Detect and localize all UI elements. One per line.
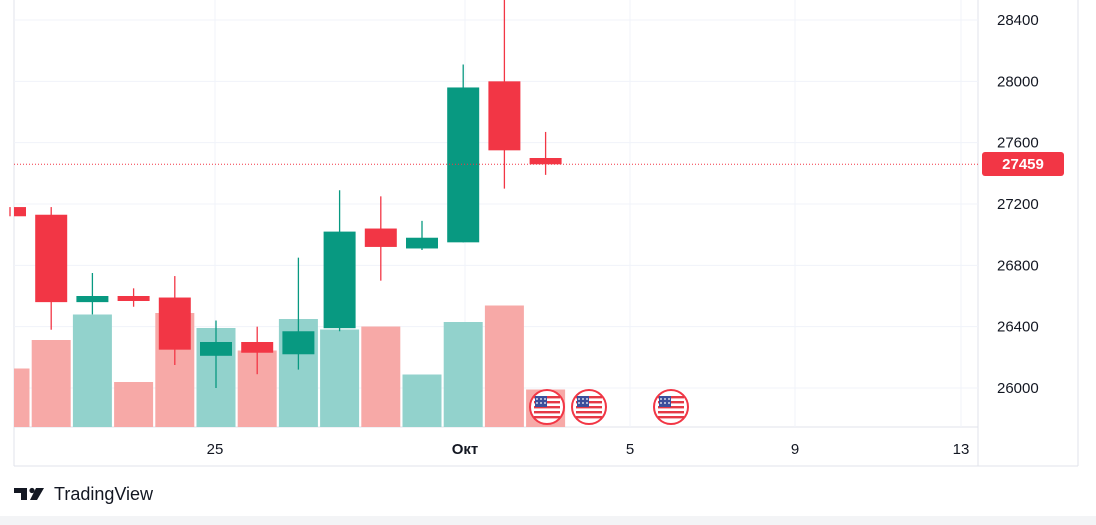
flag-stripe [658, 416, 684, 419]
candle [76, 273, 109, 315]
candle-body [406, 237, 438, 249]
flag-star [578, 402, 580, 404]
flag-stripe [576, 411, 602, 414]
flag-stripe [534, 416, 560, 419]
tradingview-logo[interactable]: TradingView [14, 482, 153, 506]
flag-stripe [576, 416, 602, 419]
tradingview-logo-text: TradingView [54, 483, 154, 504]
flag-star [582, 398, 584, 400]
flag-canton [577, 396, 589, 407]
flag-star [536, 398, 538, 400]
candle [241, 326, 274, 375]
flag-star [544, 398, 546, 400]
time-tick-label: 5 [626, 441, 634, 458]
candle [406, 220, 438, 250]
volume-bar [320, 329, 360, 427]
flag-star [664, 398, 666, 400]
candle-body [282, 331, 315, 355]
volume-bar [31, 340, 71, 427]
volume-bar [72, 314, 112, 427]
time-tick-label: 25 [207, 441, 224, 458]
candles [9, 0, 562, 388]
candle [488, 0, 521, 189]
price-tick-label: 28000 [997, 73, 1039, 90]
price-tick-label: 26800 [997, 257, 1039, 274]
flag-star [578, 398, 580, 400]
last-price-value: 27459 [1002, 156, 1044, 173]
volume-bars [14, 305, 566, 427]
flag-stripe [576, 406, 602, 409]
candle [35, 207, 68, 330]
volume-bar [402, 374, 442, 427]
candle [282, 257, 315, 370]
price-tick-label: 27200 [997, 196, 1039, 213]
volume-bar [361, 326, 401, 427]
candle [529, 131, 562, 175]
time-tick-label: Окт [452, 441, 479, 458]
flag-stripe [534, 411, 560, 414]
flag-star [536, 402, 538, 404]
flag-canton [659, 396, 671, 407]
flag-stripe [658, 411, 684, 414]
flag-star [540, 402, 542, 404]
flag-star [668, 402, 670, 404]
candle-body [117, 296, 150, 301]
flag-star [660, 398, 662, 400]
candle-body [529, 158, 562, 165]
us-flag-icon[interactable] [653, 389, 689, 425]
last-price-label: 27459 [982, 152, 1064, 176]
price-axis[interactable]: 26000 26400 26800 27200 27600 28000 28400 [997, 12, 1039, 397]
candle-body [35, 214, 68, 303]
flag-star [586, 398, 588, 400]
us-flag-icon[interactable] [571, 389, 607, 425]
candle-body [158, 297, 191, 350]
time-tick-label: 13 [953, 441, 970, 458]
flag-star [540, 398, 542, 400]
flag-star [544, 402, 546, 404]
price-tick-label: 26400 [997, 319, 1039, 336]
time-tick-label: 9 [791, 441, 799, 458]
candle-body [364, 228, 397, 247]
footer-bar [0, 516, 1096, 525]
flag-stripe [534, 406, 560, 409]
candle-body [76, 296, 109, 303]
candle-body [447, 87, 480, 243]
last-price-label-bg [982, 152, 1064, 176]
flag-star [586, 402, 588, 404]
candle [9, 207, 26, 217]
economic-events [529, 389, 689, 425]
candle-body [200, 342, 232, 356]
candle-body [488, 81, 521, 151]
candle [364, 196, 397, 281]
candle [117, 288, 150, 307]
candle [158, 276, 191, 365]
volume-bar [14, 368, 30, 427]
candle-body [241, 342, 274, 353]
price-tick-label: 26000 [997, 380, 1039, 397]
flag-star [664, 402, 666, 404]
candle-body [14, 207, 26, 217]
volume-bar [443, 322, 483, 427]
flag-star [660, 402, 662, 404]
price-tick-label: 28400 [997, 12, 1039, 29]
candle [323, 190, 356, 332]
tradingview-logo-icon [14, 487, 44, 500]
time-axis[interactable]: 25 Окт 5 9 13 [207, 441, 970, 458]
candle [447, 64, 480, 243]
flag-stripe [658, 406, 684, 409]
volume-bar [114, 382, 154, 427]
us-flag-icon[interactable] [529, 389, 565, 425]
candle [200, 320, 232, 388]
candle-body [323, 231, 356, 329]
volume-bar [484, 305, 524, 427]
flag-canton [535, 396, 547, 407]
price-tick-label: 27600 [997, 135, 1039, 152]
flag-star [582, 402, 584, 404]
flag-star [668, 398, 670, 400]
